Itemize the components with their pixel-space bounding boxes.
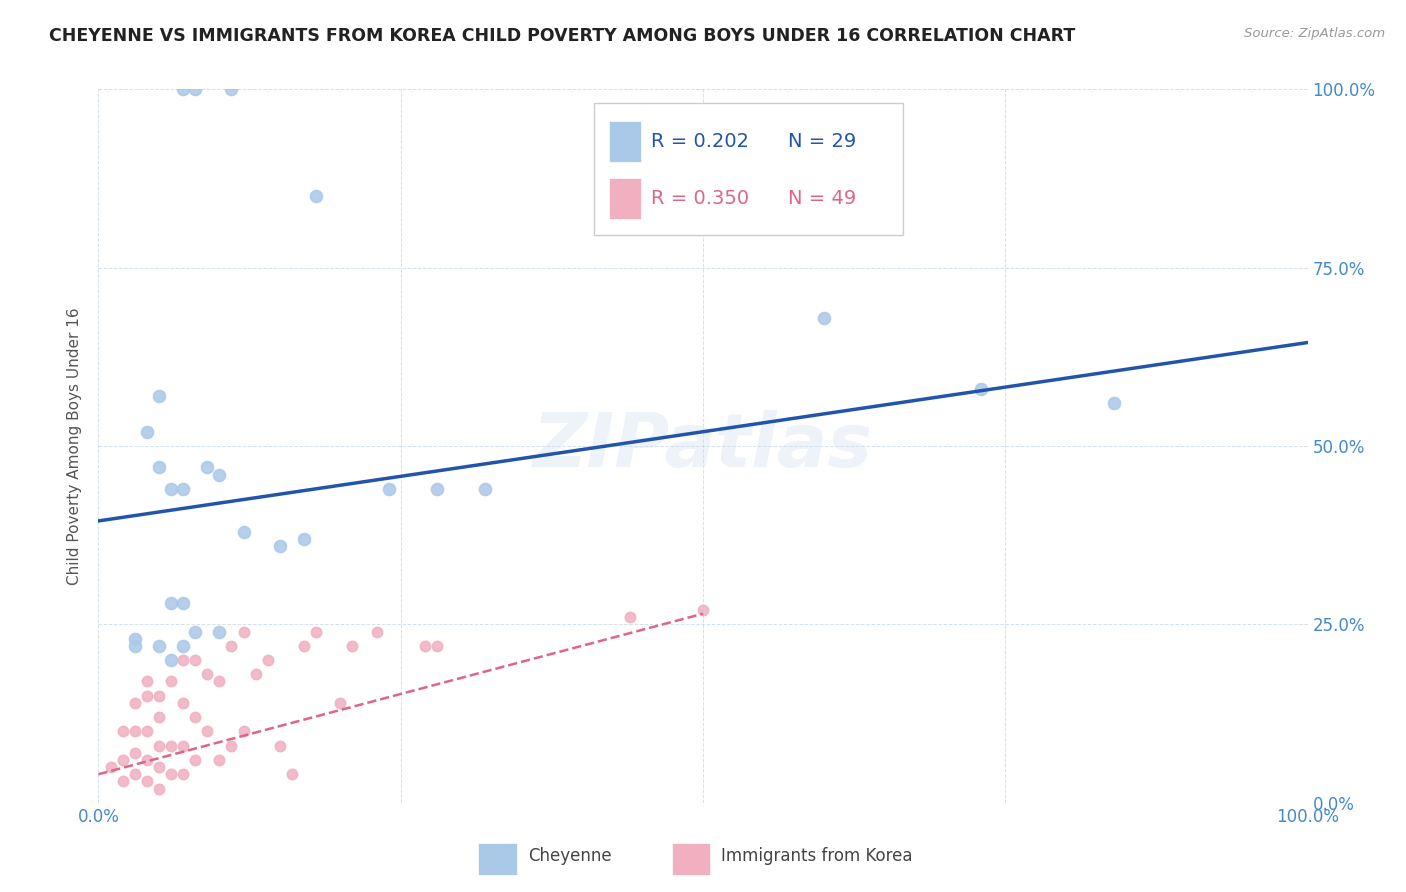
Text: Cheyenne: Cheyenne — [527, 847, 612, 865]
Point — [172, 767, 194, 781]
Point — [172, 696, 194, 710]
Point — [692, 603, 714, 617]
Point — [148, 460, 170, 475]
Point — [184, 710, 207, 724]
Point — [195, 460, 218, 475]
Point — [172, 739, 194, 753]
Text: ZIPatlas: ZIPatlas — [533, 409, 873, 483]
FancyBboxPatch shape — [609, 178, 641, 219]
Point — [256, 653, 278, 667]
Point — [221, 639, 243, 653]
Point — [148, 781, 170, 796]
Point — [813, 310, 835, 325]
Point — [1102, 396, 1125, 410]
Point — [426, 482, 449, 496]
Point — [269, 539, 291, 553]
Point — [413, 639, 436, 653]
Point — [269, 739, 291, 753]
Point — [148, 389, 170, 403]
Point — [124, 767, 146, 781]
Point — [135, 689, 157, 703]
FancyBboxPatch shape — [672, 844, 710, 875]
Point — [135, 674, 157, 689]
Point — [305, 624, 328, 639]
Point — [124, 639, 146, 653]
Point — [184, 82, 207, 96]
Text: R = 0.202: R = 0.202 — [651, 132, 749, 151]
Point — [232, 724, 254, 739]
Point — [184, 753, 207, 767]
Point — [148, 689, 170, 703]
Point — [305, 189, 328, 203]
Point — [426, 639, 449, 653]
Point — [135, 774, 157, 789]
Point — [160, 596, 183, 610]
FancyBboxPatch shape — [478, 844, 517, 875]
Point — [195, 667, 218, 681]
Point — [366, 624, 388, 639]
Point — [232, 524, 254, 539]
Point — [184, 653, 207, 667]
Point — [160, 674, 183, 689]
Point — [184, 624, 207, 639]
Point — [124, 746, 146, 760]
Point — [111, 753, 134, 767]
Point — [619, 610, 641, 624]
Point — [172, 596, 194, 610]
Point — [111, 774, 134, 789]
Point — [292, 639, 315, 653]
Point — [292, 532, 315, 546]
Point — [111, 724, 134, 739]
Point — [160, 653, 183, 667]
Point — [124, 724, 146, 739]
Y-axis label: Child Poverty Among Boys Under 16: Child Poverty Among Boys Under 16 — [67, 307, 83, 585]
Point — [172, 639, 194, 653]
Text: N = 49: N = 49 — [787, 189, 856, 208]
Point — [160, 482, 183, 496]
Point — [148, 739, 170, 753]
Point — [342, 639, 364, 653]
Point — [245, 667, 267, 681]
Point — [172, 482, 194, 496]
Point — [160, 739, 183, 753]
Text: N = 29: N = 29 — [787, 132, 856, 151]
Point — [474, 482, 496, 496]
Point — [148, 639, 170, 653]
Point — [172, 82, 194, 96]
Point — [232, 624, 254, 639]
Point — [135, 425, 157, 439]
Point — [329, 696, 352, 710]
Text: CHEYENNE VS IMMIGRANTS FROM KOREA CHILD POVERTY AMONG BOYS UNDER 16 CORRELATION : CHEYENNE VS IMMIGRANTS FROM KOREA CHILD … — [49, 27, 1076, 45]
Point — [135, 753, 157, 767]
Point — [377, 482, 399, 496]
Point — [135, 724, 157, 739]
Point — [124, 696, 146, 710]
Point — [221, 739, 243, 753]
Point — [195, 724, 218, 739]
Point — [148, 710, 170, 724]
Point — [208, 753, 231, 767]
Point — [160, 767, 183, 781]
Point — [100, 760, 122, 774]
Point — [172, 653, 194, 667]
Point — [148, 760, 170, 774]
Point — [281, 767, 304, 781]
Point — [124, 632, 146, 646]
Point — [208, 674, 231, 689]
Text: Immigrants from Korea: Immigrants from Korea — [721, 847, 912, 865]
Text: R = 0.350: R = 0.350 — [651, 189, 749, 208]
FancyBboxPatch shape — [595, 103, 903, 235]
Point — [970, 382, 993, 396]
Point — [208, 624, 231, 639]
Point — [208, 467, 231, 482]
FancyBboxPatch shape — [609, 121, 641, 161]
Text: Source: ZipAtlas.com: Source: ZipAtlas.com — [1244, 27, 1385, 40]
Point — [221, 82, 243, 96]
